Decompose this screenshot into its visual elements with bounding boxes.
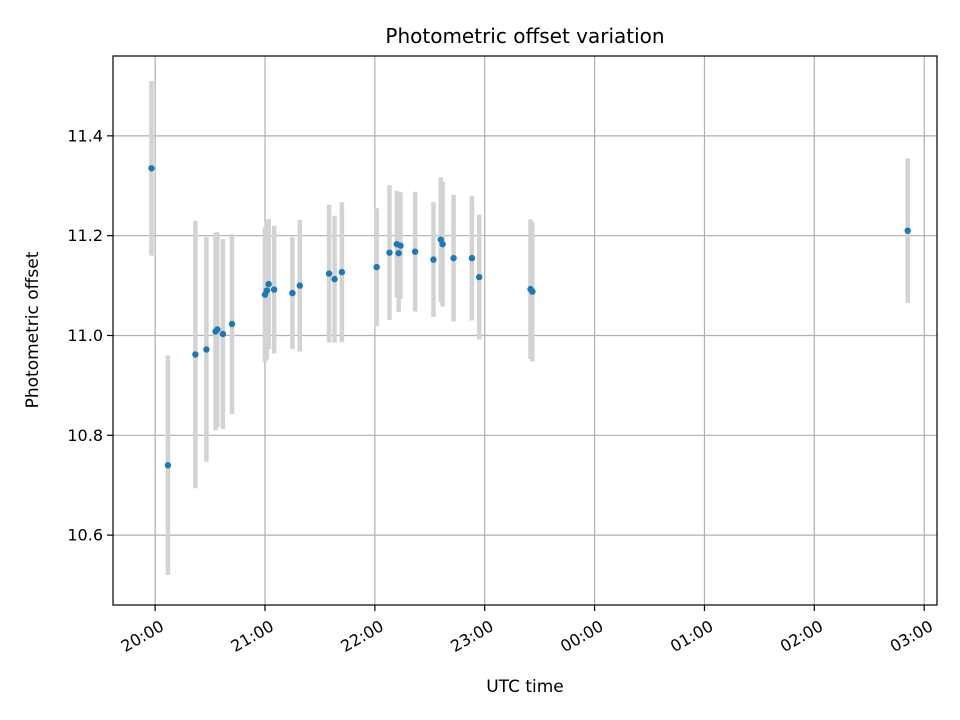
- data-point: [439, 240, 446, 248]
- y-axis-ticks: 10.6 10.8 11.0 11.2 11.4: [67, 126, 113, 545]
- plot-area-frame: [112, 55, 938, 606]
- data-points: [148, 165, 911, 469]
- y-tick-label: 11.4: [67, 126, 103, 145]
- data-point: [325, 270, 333, 277]
- data-point: [265, 280, 272, 288]
- y-tick-label: 11.0: [67, 326, 103, 345]
- y-axis-label: Photometric offset: [23, 251, 43, 408]
- data-point: [331, 275, 338, 283]
- y-tick-label: 10.8: [67, 426, 103, 445]
- data-point: [411, 248, 419, 255]
- data-point: [373, 263, 380, 271]
- chart-title: Photometric offset variation: [385, 24, 664, 48]
- y-tick-label: 10.6: [67, 526, 103, 545]
- grid-lines: [113, 56, 937, 605]
- x-axis-label: UTC time: [486, 677, 564, 697]
- data-point: [395, 249, 402, 257]
- data-point: [397, 242, 404, 249]
- data-point: [214, 326, 221, 333]
- data-point: [468, 254, 476, 262]
- data-point: [263, 287, 271, 294]
- data-point: [430, 256, 437, 263]
- data-point: [219, 330, 227, 338]
- y-tick-label: 11.2: [67, 226, 103, 245]
- data-point: [529, 288, 536, 295]
- data-point: [270, 286, 278, 293]
- data-point: [164, 462, 172, 469]
- data-point: [476, 273, 483, 281]
- data-point: [338, 268, 346, 276]
- data-point: [203, 346, 210, 353]
- data-point: [289, 289, 296, 297]
- data-point: [148, 165, 155, 172]
- data-point: [450, 254, 457, 262]
- data-point: [296, 282, 303, 289]
- data-point: [904, 227, 911, 234]
- data-point: [386, 249, 393, 256]
- data-point: [192, 351, 199, 358]
- data-point: [228, 320, 236, 328]
